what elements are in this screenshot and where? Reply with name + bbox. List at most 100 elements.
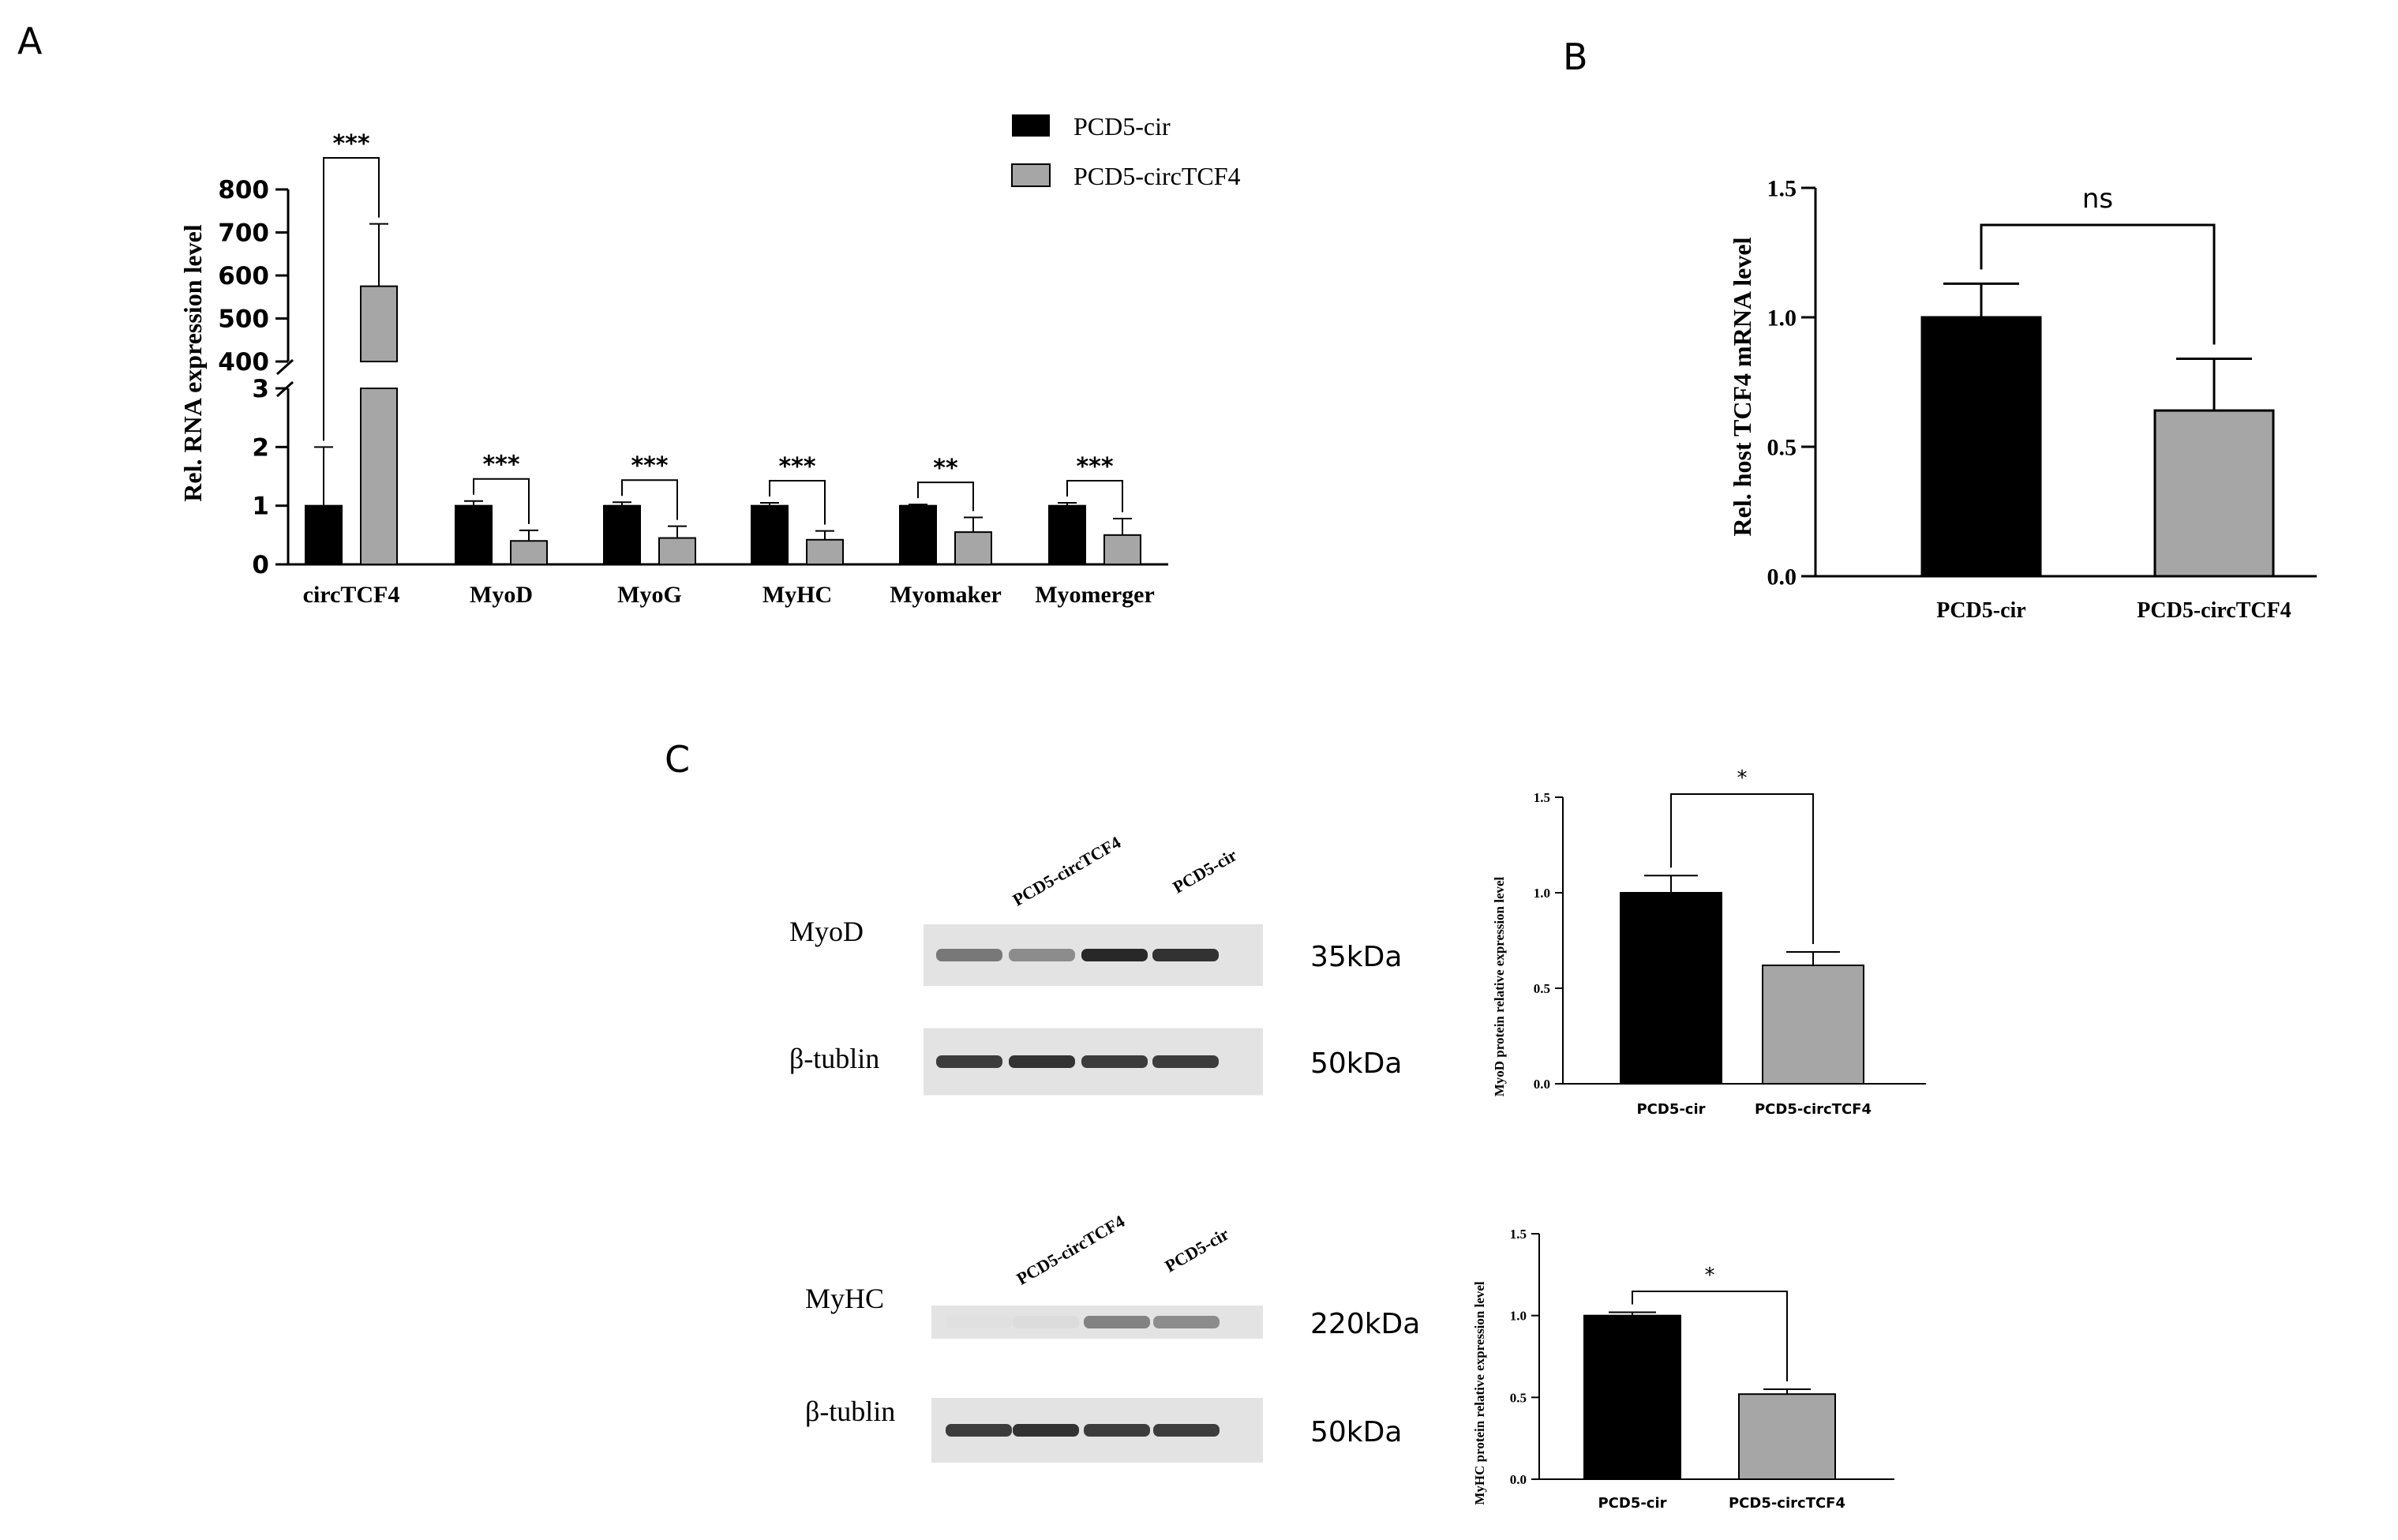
panel-label-b: B: [1563, 36, 1588, 78]
blot-band: [936, 949, 1002, 961]
blot-lane-label-pcd5-circtcf4: PCD5-circTCF4: [1014, 1211, 1128, 1288]
blot-band: [1152, 949, 1219, 961]
legend-label-pcd5-cir: PCD5-cir: [1073, 112, 1171, 141]
panel-c-myhc-bar-pcd5-circtcf4: [1738, 1393, 1836, 1480]
blot-band: [1152, 1055, 1219, 1068]
panel-c-myhc-significance-label: *: [1705, 1264, 1715, 1287]
panel-a-y-tick-label: 800: [218, 176, 269, 204]
blot-size-label: 50kDa: [1310, 1416, 1402, 1448]
panel-a-x-tick-label: MyoD: [470, 582, 533, 608]
panel-a-y-tick-label: 2: [252, 433, 269, 462]
blot-lane-label-pcd5-cir: PCD5-cir: [1161, 1223, 1232, 1276]
panel-c-myod-bar-pcd5-cir: [1620, 892, 1722, 1085]
panel-a-x-tick-label: MyHC: [762, 582, 832, 608]
panel-a-bar-pcd5-circtcf4-myhc: [806, 538, 844, 566]
panel-a-y-tick-label: 700: [218, 219, 269, 248]
panel-a-y-tick-label: 3: [252, 375, 269, 403]
panel-a-bar-pcd5-cir-myomaker: [899, 504, 937, 566]
panel-c-myod-x-tick-label: PCD5-circTCF4: [1755, 1101, 1872, 1118]
panel-a-significance-label: ***: [482, 452, 519, 479]
panel-c-myod-y-tick-label: 0.0: [1534, 1077, 1550, 1092]
blot-band: [1081, 1055, 1148, 1068]
legend-label-pcd5-circtcf4: PCD5-circTCF4: [1073, 162, 1241, 190]
panel-a-x-tick-label: circTCF4: [303, 582, 400, 608]
panel-b-y-tick-label: 1.0: [1767, 305, 1797, 332]
panel-a-significance-bracket: [917, 481, 974, 511]
panel-a-bar-pcd5-cir-myhc: [751, 504, 789, 566]
panel-a-significance-label: ***: [778, 453, 815, 481]
panel-c-myod-y-tick-label: 1.0: [1534, 886, 1550, 901]
panel-a-bar-pcd5-cir-myomerger: [1048, 504, 1086, 566]
blot-band: [1013, 1424, 1079, 1437]
panel-a-x-tick-label: Myomerger: [1035, 582, 1155, 608]
panel-c-myhc-x-tick-label: PCD5-circTCF4: [1729, 1495, 1845, 1512]
chart-panel-a: Rel. RNA expression level PCD5-cir PCD5-…: [178, 112, 1241, 608]
panel-b-x-tick-label: PCD5-cir: [1936, 598, 2026, 623]
panel-a-y-tick-label: 1: [252, 493, 269, 521]
blot-protein-label-myod: MyoD: [789, 916, 864, 947]
panel-a-y-axis-label: Rel. RNA expression level: [178, 224, 207, 501]
blot-size-label: 35kDa: [1310, 941, 1402, 973]
panel-b-bar-pcd5-cir: [1920, 316, 2042, 578]
blot-band: [1084, 1424, 1150, 1437]
panel-a-y-tick-label: 400: [218, 348, 269, 377]
panel-c-myod-x-tick-label: PCD5-cir: [1636, 1101, 1705, 1118]
panel-b-significance-label: ns: [2082, 183, 2113, 215]
blot-lane-label-pcd5-cir: PCD5-cir: [1169, 845, 1240, 897]
blot-protein-label-tublin: β-tublin: [805, 1396, 895, 1427]
panel-a-bar-pcd5-circtcf4-myomaker: [954, 531, 992, 565]
blot-band: [1153, 1316, 1220, 1328]
panel-b-significance-bracket: [1980, 223, 2216, 345]
panel-b-y-axis-label: Rel. host TCF4 mRNA level: [1728, 237, 1756, 536]
blot-protein-label-tublin: β-tublin: [789, 1043, 879, 1074]
panel-a-significance-bracket: [621, 479, 678, 520]
panel-b-y-tick-label: 1.5: [1767, 176, 1797, 202]
panel-a-bar-pcd5-circtcf4-myod: [510, 540, 548, 565]
panel-c-myhc-y-axis-label: MyHC protein relative expression level: [1472, 1281, 1487, 1505]
chart-panel-c-myod: MyoD protein relative expression level 0…: [1492, 766, 1926, 1118]
panel-c-myhc-y-tick-label: 1.0: [1510, 1309, 1527, 1324]
panel-b-bar-pcd5-circtcf4: [2153, 409, 2275, 578]
blot-band: [1153, 1424, 1220, 1437]
western-blot-group: PCD5-circTCF4 PCD5-cir MyoD 35kDa β-tublin 50…: [789, 832, 1420, 1463]
panel-a-significance-label: ***: [332, 130, 369, 158]
panel-a-bar-pcd5-circtcf4-myog: [658, 537, 696, 565]
panel-a-x-tick-label: Myomaker: [890, 582, 1002, 608]
panel-c-myod-y-axis-label: MyoD protein relative expression level: [1492, 876, 1507, 1096]
blot-band: [1084, 1316, 1150, 1328]
panel-a-significance-label: **: [933, 455, 958, 482]
blot-band: [936, 1055, 1002, 1068]
panel-a-bar-pcd5-cir-circtcf4: [305, 504, 343, 566]
chart-panel-c-myhc: MyHC protein relative expression level 0…: [1472, 1227, 1894, 1512]
panel-c-myod-significance-label: *: [1737, 766, 1748, 790]
panel-c-myod-y-tick-label: 1.5: [1534, 790, 1550, 805]
panel-b-y-tick-label: 0.0: [1767, 564, 1797, 590]
panel-label-a: A: [17, 20, 43, 62]
panel-c-myhc-y-tick-label: 0.5: [1510, 1390, 1527, 1405]
panel-b-x-tick-label: PCD5-circTCF4: [2137, 598, 2291, 623]
panel-c-myhc-y-tick-label: 0.0: [1510, 1472, 1527, 1487]
panel-c-myod-bar-pcd5-circtcf4: [1762, 964, 1864, 1085]
legend-swatch-pcd5-circtcf4: [1011, 163, 1051, 187]
blot-band: [946, 1424, 1012, 1437]
panel-a-significance-label: ***: [1076, 453, 1113, 481]
legend-swatch-pcd5-cir: [1012, 114, 1050, 137]
chart-panel-b: Rel. host TCF4 mRNA level 0.0 0.5 1.0 1.5 PC…: [1728, 176, 2317, 623]
panel-a-axis-break-mark: [275, 358, 294, 398]
panel-a-y-tick-label: 0: [252, 551, 269, 579]
panel-c-myhc-bar-pcd5-cir: [1583, 1314, 1681, 1480]
panel-a-bar-pcd5-circtcf4-circtcf4-lower: [360, 388, 398, 565]
blot-band: [1013, 1316, 1079, 1328]
panel-a-bar-pcd5-circtcf4-myomerger: [1103, 534, 1141, 565]
blot-protein-label-myhc: MyHC: [805, 1283, 884, 1314]
panel-a-significance-bracket: [323, 157, 380, 441]
blot-lane-label-pcd5-circtcf4: PCD5-circTCF4: [1010, 832, 1124, 909]
panel-a-bar-pcd5-circtcf4-circtcf4-upper: [360, 285, 398, 362]
panel-c-myhc-significance-bracket: [1632, 1291, 1788, 1381]
panel-a-bar-pcd5-cir-myog: [603, 504, 641, 566]
blot-band: [946, 1316, 1012, 1328]
panel-a-x-tick-label: MyoG: [617, 582, 682, 608]
panel-b-y-tick-label: 0.5: [1767, 435, 1797, 461]
panel-a-significance-label: ***: [631, 452, 668, 480]
